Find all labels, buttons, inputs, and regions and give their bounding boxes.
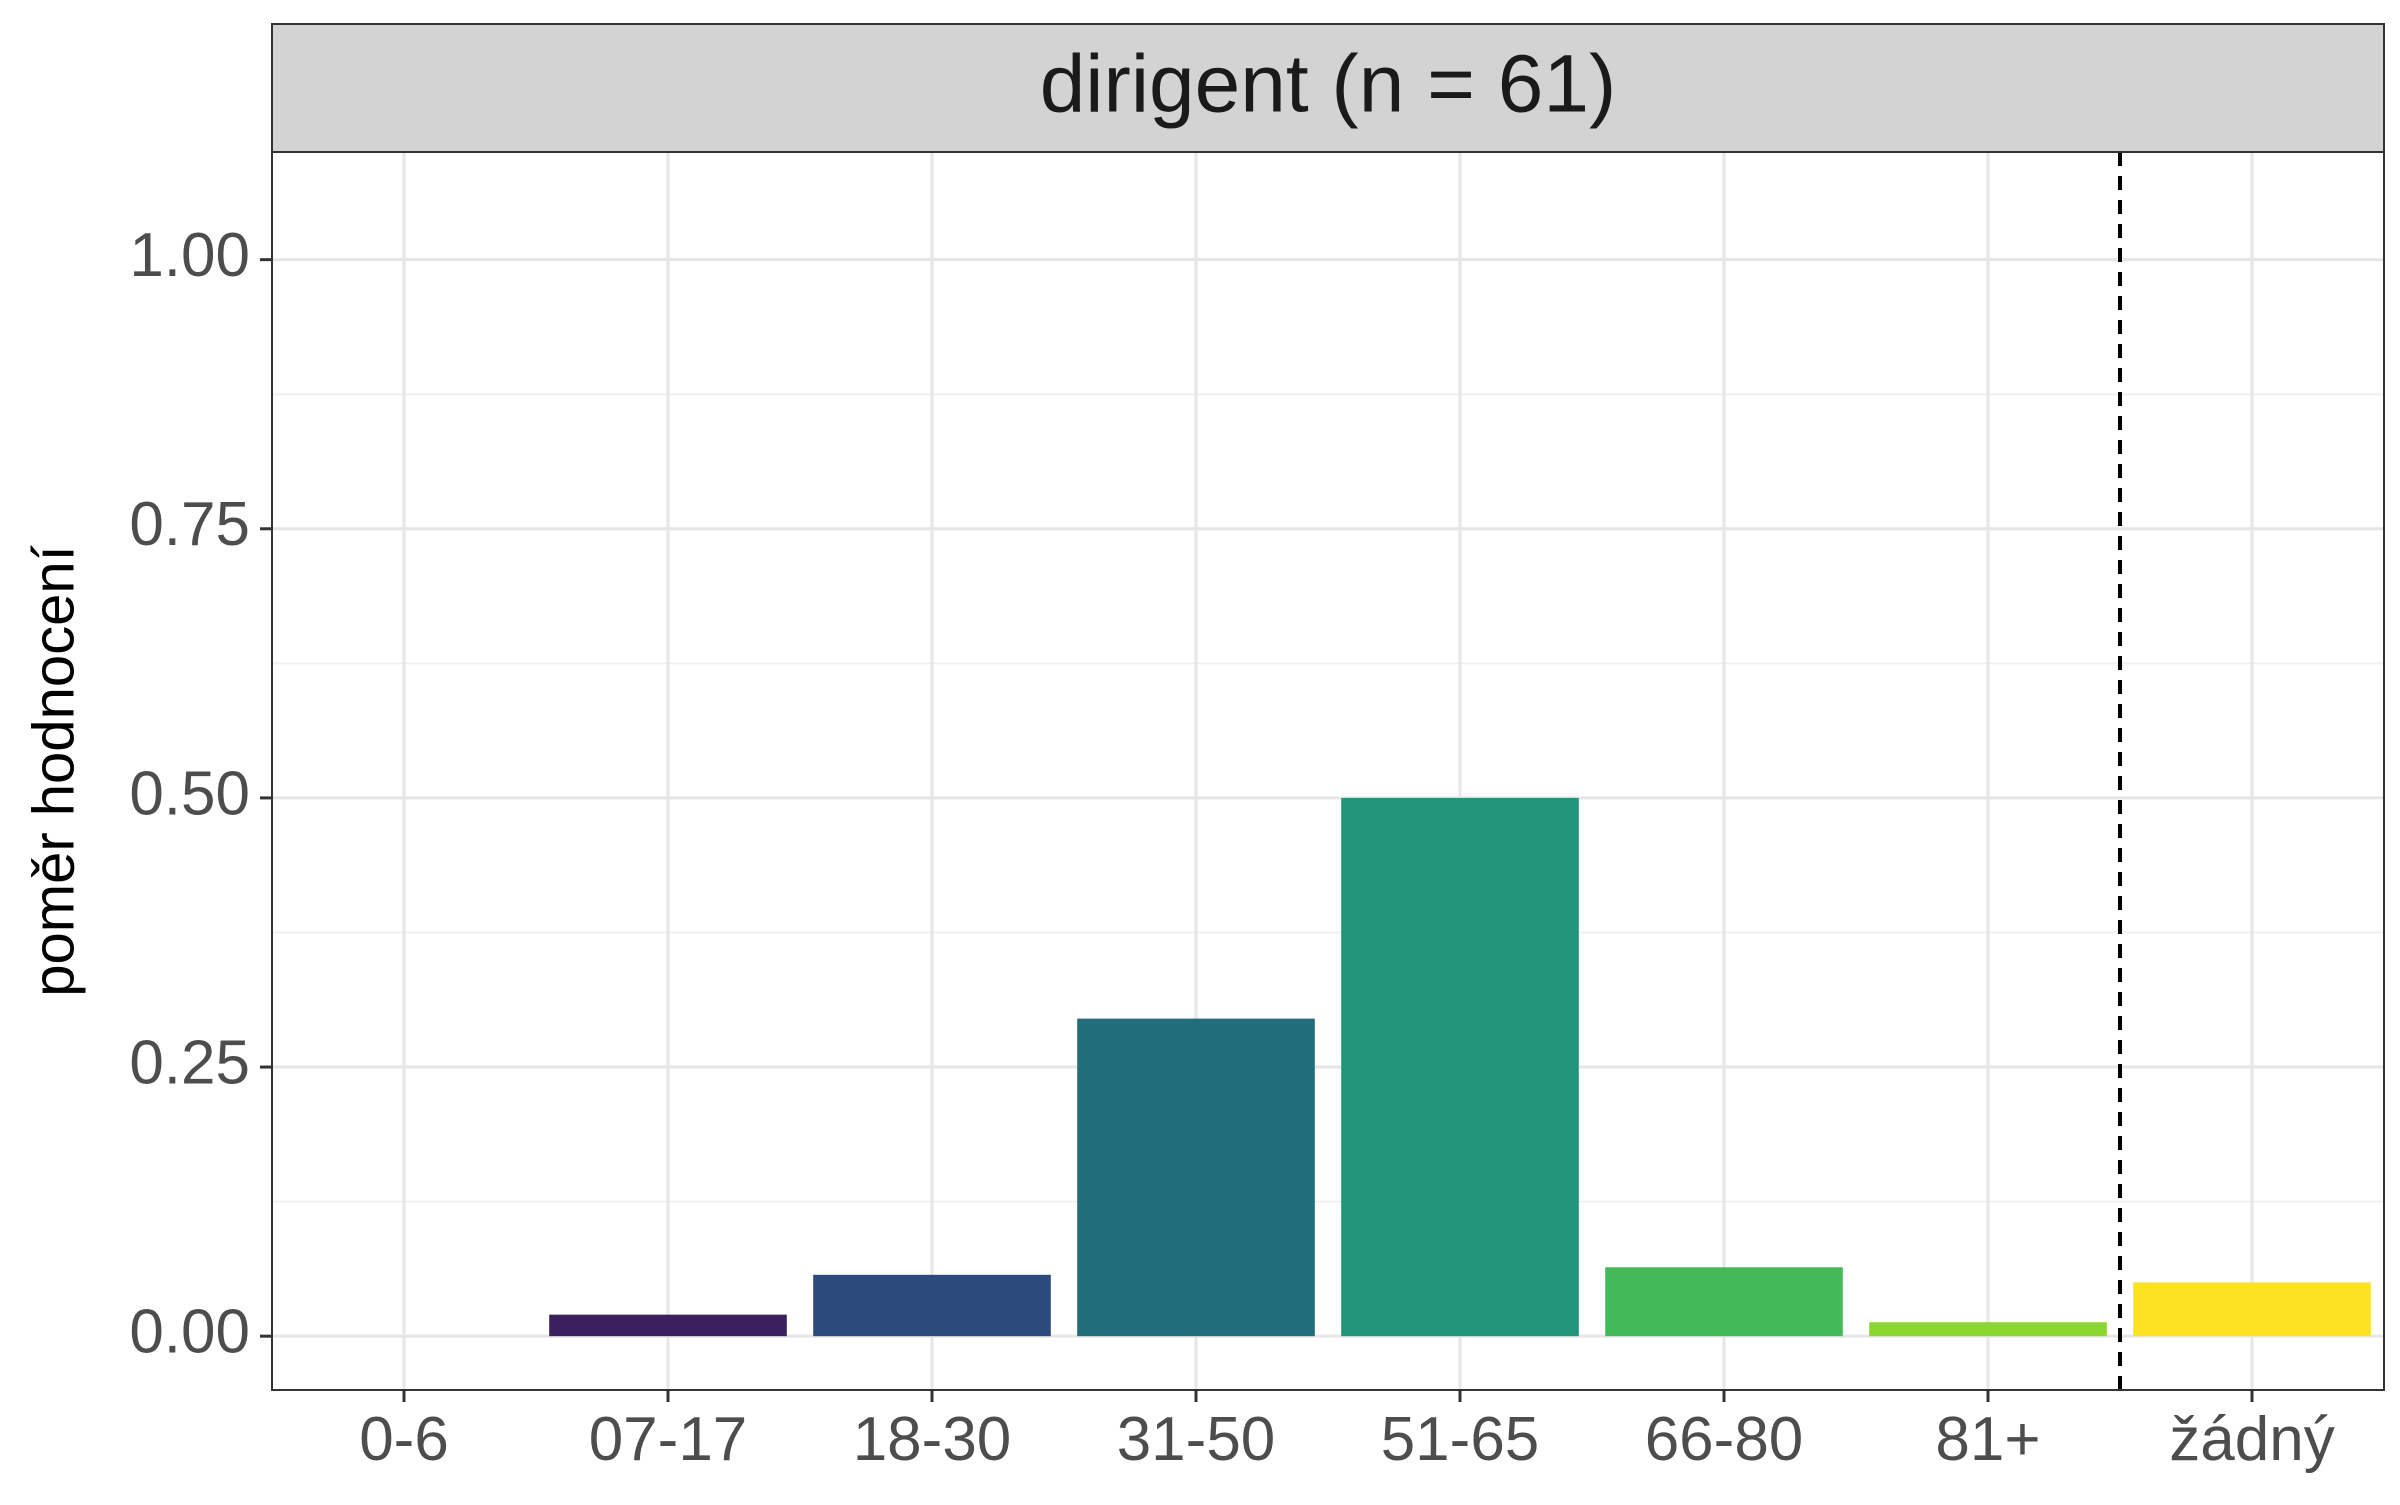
- bar-66-80: [1605, 1267, 1843, 1337]
- y-tick-label: 0.00: [129, 1298, 250, 1367]
- y-axis-label: poměr hodnocení: [21, 545, 86, 996]
- y-tick-label: 0.75: [129, 490, 250, 559]
- x-axis: 0-6 07-17 18-30 31-50 51-65 66-80 81+ žádný: [359, 1390, 2335, 1474]
- facet-strip-background: [271, 23, 2385, 153]
- bar-81+: [1869, 1322, 2107, 1337]
- grid-lines: [272, 152, 2384, 1390]
- x-tick-label: 07-17: [589, 1405, 748, 1474]
- bars: [549, 797, 2371, 1337]
- x-tick-label: 0-6: [359, 1405, 449, 1474]
- x-tick-label: 51-65: [1381, 1405, 1540, 1474]
- x-tick-label: 66-80: [1645, 1405, 1804, 1474]
- bar-07-17: [549, 1314, 787, 1337]
- y-tick-label: 0.50: [129, 759, 250, 828]
- x-tick-label: 31-50: [1117, 1405, 1276, 1474]
- bar-31-50: [1077, 1018, 1315, 1337]
- y-axis: 0.00 0.25 0.50 0.75 1.00: [129, 221, 272, 1367]
- bar-51-65: [1341, 797, 1579, 1337]
- x-tick-label: žádný: [2169, 1405, 2334, 1474]
- facet-strip: dirigent (n = 61): [271, 23, 2385, 153]
- bar-18-30: [813, 1274, 1051, 1337]
- y-tick-label: 0.25: [129, 1028, 250, 1097]
- x-tick-label: 18-30: [853, 1405, 1012, 1474]
- y-tick-label: 1.00: [129, 221, 250, 290]
- facet-title: dirigent (n = 61): [1040, 39, 1617, 130]
- x-tick-label: 81+: [1935, 1405, 2040, 1474]
- bar-žádný: [2133, 1282, 2371, 1337]
- panel-border: [271, 151, 2385, 1391]
